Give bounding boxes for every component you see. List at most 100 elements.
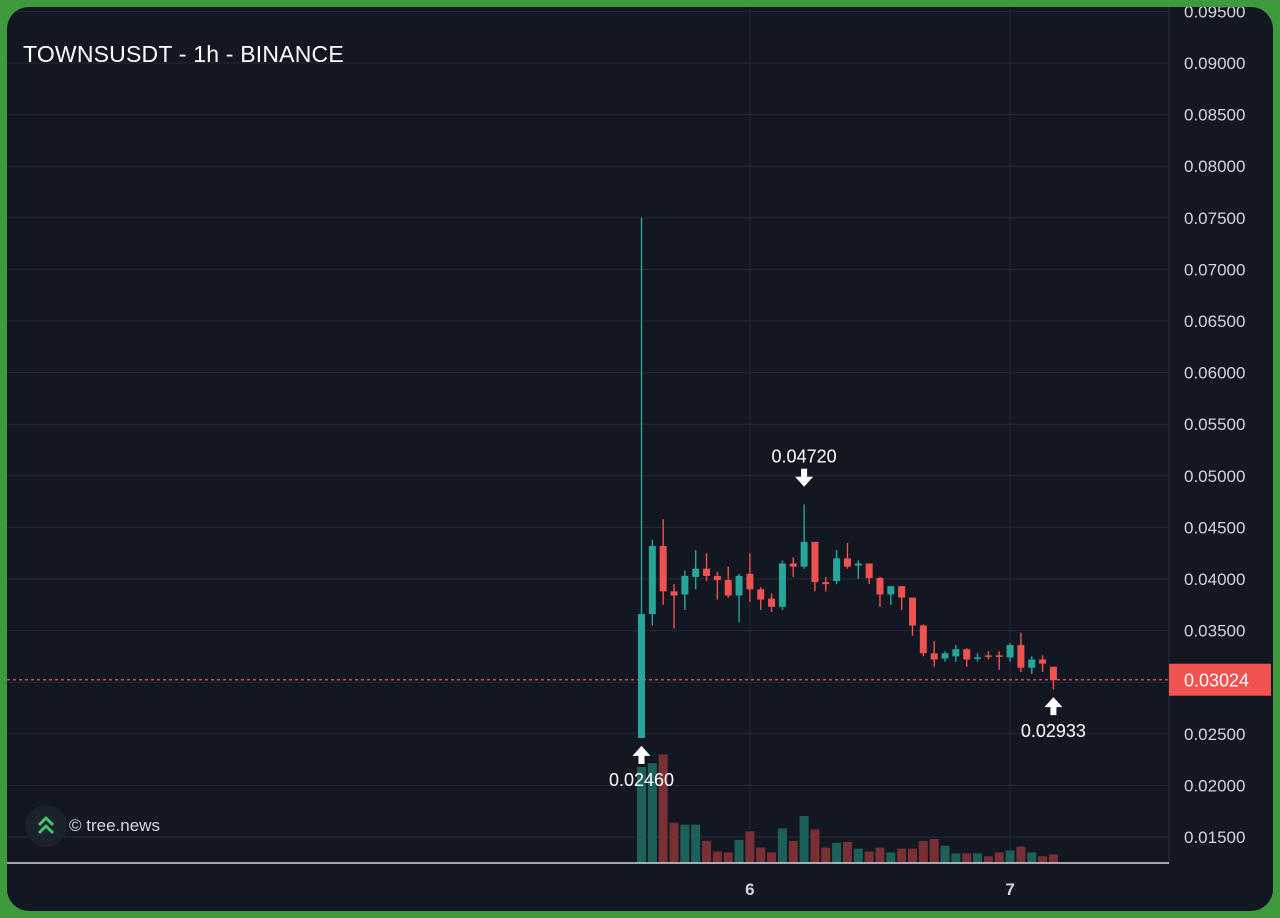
volume-bar xyxy=(962,853,972,863)
candle-body xyxy=(800,541,808,567)
volume-bars xyxy=(637,754,1058,863)
y-tick-label: 0.03500 xyxy=(1184,622,1245,641)
candle-body xyxy=(724,580,732,596)
volume-bar xyxy=(973,853,983,863)
candle-body xyxy=(670,591,678,596)
y-tick-label: 0.01500 xyxy=(1184,828,1245,847)
chart-canvas[interactable]: 0.04720 0.02460 0.02933 0.09500 0.09000 0.08… xyxy=(7,7,1273,911)
volume-bar xyxy=(745,831,755,863)
candle-body xyxy=(648,545,656,615)
volume-bar xyxy=(1005,850,1015,863)
candle-body xyxy=(909,597,916,626)
x-tick-label: 6 xyxy=(745,880,754,899)
volume-bar xyxy=(712,851,722,863)
y-tick-label: 0.02500 xyxy=(1184,725,1245,744)
volume-bar xyxy=(918,840,928,863)
y-tick-label: 0.06500 xyxy=(1184,312,1245,331)
candle-body xyxy=(822,582,830,585)
annotation-label: 0.04720 xyxy=(772,447,837,467)
arrow-up-stem xyxy=(638,754,645,764)
y-tick-label: 0.02000 xyxy=(1184,776,1245,795)
volume-bar xyxy=(842,841,852,863)
volume-bar xyxy=(832,842,842,863)
volume-bar xyxy=(994,852,1004,863)
y-tick-label: 0.07500 xyxy=(1184,209,1245,228)
candle-body xyxy=(833,558,841,582)
candle-body xyxy=(941,653,949,659)
arrow-down-icon xyxy=(795,476,814,487)
tree-news-logo-icon xyxy=(25,805,67,847)
candle-body xyxy=(1006,645,1014,658)
arrow-down-stem xyxy=(801,468,808,478)
volume-bar xyxy=(680,824,690,863)
last-price-tag xyxy=(1169,663,1271,696)
candle-body xyxy=(703,568,711,576)
arrow-up-stem xyxy=(1050,706,1057,716)
candle-body xyxy=(1039,659,1047,664)
y-tick-label: 0.04000 xyxy=(1184,570,1245,589)
volume-bar xyxy=(777,828,787,863)
arrow-up-icon xyxy=(632,745,651,756)
y-tick-label: 0.08000 xyxy=(1184,157,1245,176)
volume-bar xyxy=(723,852,733,863)
candle-body xyxy=(1028,659,1036,668)
x-tick-label: 7 xyxy=(1005,880,1014,899)
volume-bar xyxy=(951,853,961,863)
candle-body xyxy=(876,577,884,595)
candle-body xyxy=(919,625,927,654)
candle-body xyxy=(789,563,797,567)
watermark: © tree.news xyxy=(25,805,160,847)
volume-bar xyxy=(734,839,744,863)
volume-bar xyxy=(691,824,701,863)
last-price-label: 0.03024 xyxy=(1184,671,1249,691)
watermark-text: © tree.news xyxy=(69,816,160,835)
candle-body xyxy=(952,649,960,657)
volume-bar xyxy=(983,856,993,863)
candle-body xyxy=(854,563,862,566)
candle-body xyxy=(974,657,982,659)
chart-title: TOWNSUSDT - 1h - BINANCE xyxy=(23,41,344,67)
volume-bar xyxy=(702,840,712,863)
candle-body xyxy=(692,568,700,577)
candle-body xyxy=(713,575,721,581)
volume-bar xyxy=(767,852,777,863)
volume-bar xyxy=(799,815,809,863)
volume-bar xyxy=(886,852,896,863)
candle-body xyxy=(887,586,895,595)
candle-body xyxy=(963,649,971,660)
volume-bar xyxy=(669,822,679,863)
axes[interactable]: 0.09500 0.09000 0.08500 0.08000 0.07500 0.070… xyxy=(7,7,1271,899)
annotation-label: 0.02933 xyxy=(1021,721,1086,741)
candle-body xyxy=(843,558,851,567)
candle-body xyxy=(984,655,992,657)
volume-bar xyxy=(864,851,874,863)
volume-bar xyxy=(1016,846,1026,863)
candle-body xyxy=(768,598,776,607)
y-tick-label: 0.04500 xyxy=(1184,518,1245,537)
volume-bar xyxy=(940,845,950,863)
candle-body xyxy=(865,563,873,578)
chart-frame: 0.04720 0.02460 0.02933 0.09500 0.09000 0.08… xyxy=(7,7,1273,911)
candle-body xyxy=(898,586,906,598)
candle-body xyxy=(746,573,754,590)
candle-body xyxy=(1049,666,1057,681)
candle-body xyxy=(1017,645,1025,668)
candlesticks xyxy=(638,217,1057,738)
arrow-up-icon xyxy=(1044,697,1063,708)
volume-bar xyxy=(1027,852,1037,863)
candle-body xyxy=(638,614,645,738)
annotation-label: 0.02460 xyxy=(609,770,674,790)
y-tick-label: 0.08500 xyxy=(1184,106,1245,125)
candle-body xyxy=(757,589,765,600)
volume-bar xyxy=(810,829,820,863)
y-tick-label: 0.05500 xyxy=(1184,415,1245,434)
candle-body xyxy=(681,575,689,595)
volume-bar xyxy=(929,839,939,863)
volume-bar xyxy=(853,848,863,863)
volume-bar xyxy=(875,847,885,863)
candle-body xyxy=(995,655,1003,657)
y-tick-label: 0.09000 xyxy=(1184,54,1245,73)
volume-bar xyxy=(821,847,831,863)
candle-body xyxy=(735,575,743,596)
volume-bar xyxy=(637,767,646,863)
